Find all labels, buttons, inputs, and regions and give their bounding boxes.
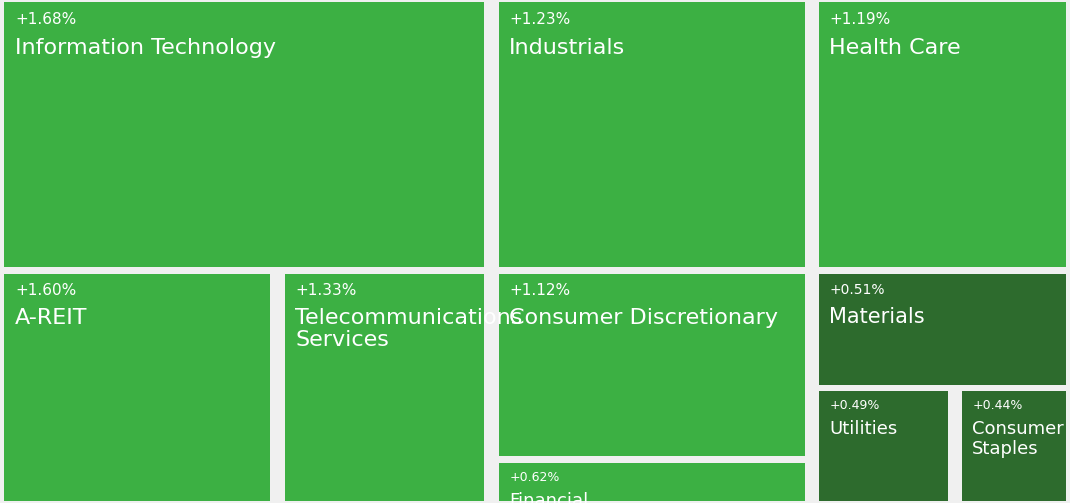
- Text: +1.12%: +1.12%: [509, 283, 570, 298]
- Bar: [4, 2, 485, 267]
- Text: +1.19%: +1.19%: [829, 12, 890, 27]
- Bar: [499, 274, 805, 456]
- Bar: [285, 274, 485, 501]
- Bar: [4, 274, 271, 501]
- Text: +1.33%: +1.33%: [295, 283, 356, 298]
- Text: +1.23%: +1.23%: [509, 12, 570, 27]
- Text: +1.68%: +1.68%: [15, 12, 76, 27]
- Text: Information Technology: Information Technology: [15, 38, 276, 58]
- Text: Consumer
Staples: Consumer Staples: [973, 421, 1064, 458]
- Bar: [499, 2, 805, 267]
- Text: Utilities: Utilities: [829, 421, 898, 438]
- Text: Consumer Discretionary: Consumer Discretionary: [509, 308, 778, 328]
- Text: Telecommunications
Services: Telecommunications Services: [295, 308, 522, 350]
- Text: +0.44%: +0.44%: [973, 399, 1023, 412]
- Text: Industrials: Industrials: [509, 38, 626, 58]
- Text: +0.49%: +0.49%: [829, 399, 880, 412]
- Bar: [819, 2, 1066, 267]
- Text: Financial: Financial: [509, 492, 588, 503]
- Bar: [499, 463, 805, 501]
- Text: Health Care: Health Care: [829, 38, 961, 58]
- Text: Materials: Materials: [829, 307, 924, 327]
- Text: +0.62%: +0.62%: [509, 471, 560, 483]
- Text: +1.60%: +1.60%: [15, 283, 76, 298]
- Bar: [962, 391, 1066, 501]
- Text: +0.51%: +0.51%: [829, 283, 885, 297]
- Bar: [819, 391, 948, 501]
- Bar: [819, 274, 1066, 384]
- Text: A-REIT: A-REIT: [15, 308, 88, 328]
